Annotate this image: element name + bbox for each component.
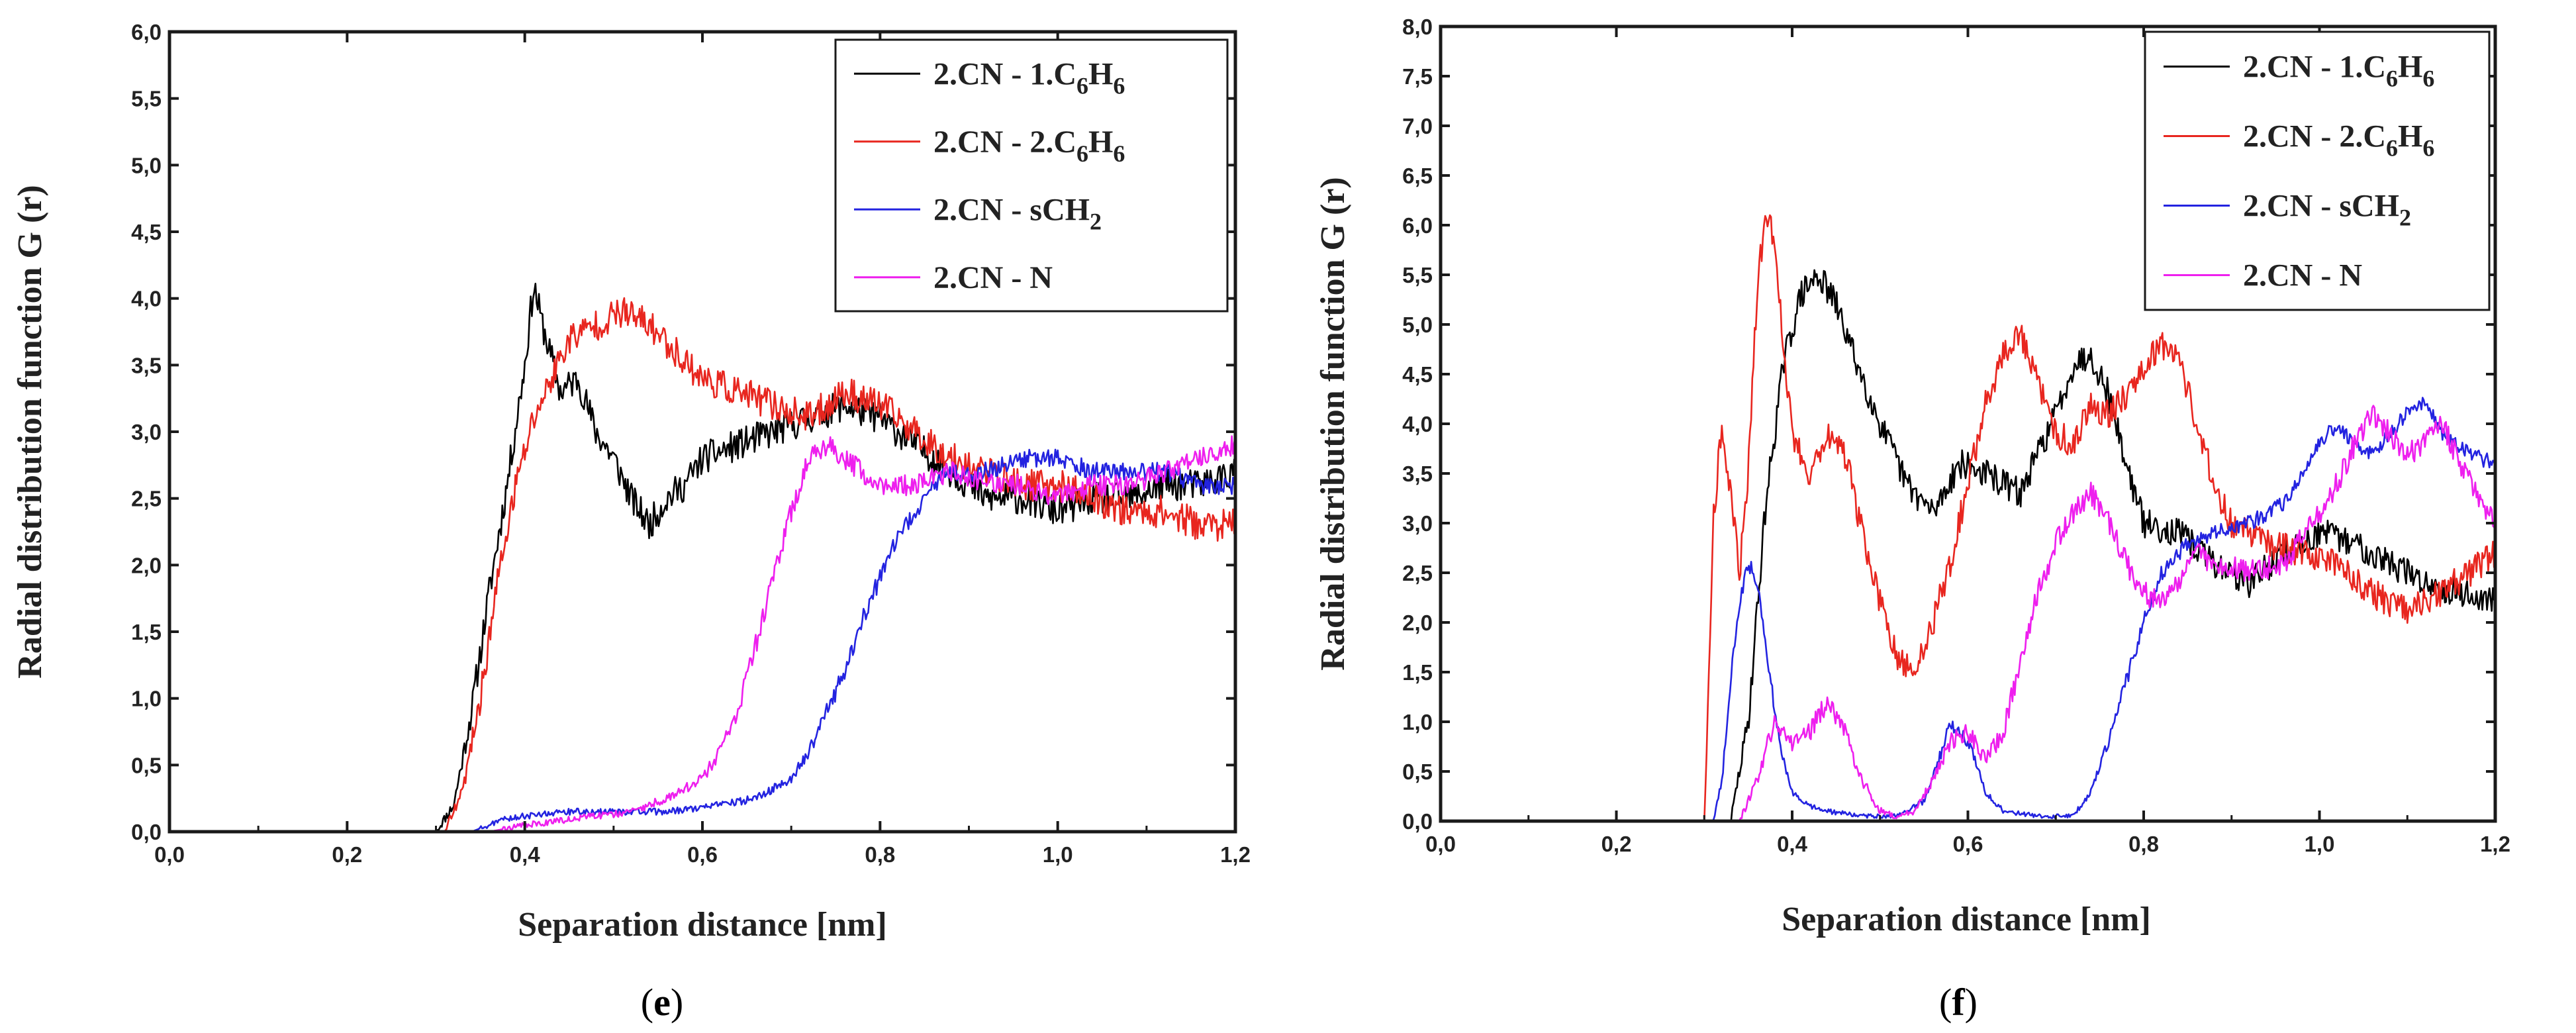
chart-panel-f: 0,0 0,2 0,4 0,6 0,8 1,0 1,2 0,0 0,5 1,0 1,5 2,0 2,5 3… (1314, 15, 2510, 1024)
legend-box (2144, 30, 2491, 311)
y-tick-label: 2,5 (131, 487, 162, 511)
y-tick-label: 6,0 (131, 20, 162, 44)
legend: 2.CN - 1.C6H6 2.CN - 2.C6H6 2.CN - sCH2 2.C… (834, 38, 1229, 313)
y-tick-label: 7,0 (1402, 114, 1433, 138)
legend-label: 2.CN - 1.C6H6 (2243, 50, 2434, 92)
legend-label: 2.CN - sCH2 (2243, 189, 2411, 231)
x-tick-label: 0,0 (154, 842, 185, 867)
y-tick-label: 3,5 (1402, 462, 1433, 486)
x-axis-title: Separation distance [nm] (518, 906, 887, 944)
y-tick-label: 6,5 (1402, 164, 1433, 188)
panel-caption-e: (e) (641, 981, 683, 1024)
y-tick-label: 8,0 (1402, 15, 1433, 39)
y-tick-label: 5,5 (1402, 263, 1433, 287)
x-tick-label: 1,0 (2305, 832, 2335, 856)
legend: 2.CN - 1.C6H6 2.CN - 2.C6H6 2.CN - sCH2 2.C… (2144, 30, 2491, 311)
series-line-2 (169, 297, 1235, 832)
legend-label: 2.CN - 1.C6H6 (933, 56, 1125, 99)
x-tick-label: 0,2 (1601, 832, 1632, 856)
y-tick-label: 1,0 (131, 687, 162, 711)
panel-label: e (653, 981, 671, 1024)
y-tick-label: 5,0 (1402, 313, 1433, 337)
series-line-4 (169, 435, 1235, 832)
y-tick-label: 4,5 (1402, 362, 1433, 387)
ticks-layer: 0,0 0,2 0,4 0,6 0,8 1,0 1,2 0,0 0,5 1,0 1,5 2,0 2,5 3… (131, 20, 1251, 867)
y-tick-label: 6,0 (1402, 213, 1433, 238)
legend-label: 2.CN - 2.C6H6 (933, 124, 1125, 167)
y-tick-label: 1,5 (131, 620, 162, 644)
y-tick-label: 0,0 (1402, 809, 1433, 834)
legend-box (834, 38, 1229, 313)
x-tick-label: 1,2 (2480, 832, 2510, 856)
ticks-layer: 0,0 0,2 0,4 0,6 0,8 1,0 1,2 0,0 0,5 1,0 1,5 2,0 2,5 3… (1402, 15, 2510, 856)
panel-caption-f: (f) (1939, 981, 1978, 1024)
x-tick-label: 0,8 (2128, 832, 2159, 856)
y-tick-label: 4,0 (131, 287, 162, 311)
y-tick-label: 3,0 (131, 420, 162, 444)
series-line-3 (1441, 397, 2495, 821)
y-tick-label: 3,0 (1402, 511, 1433, 536)
y-tick-label: 0,5 (1402, 760, 1433, 784)
legend-label: 2.CN - 2.C6H6 (2243, 119, 2434, 162)
y-tick-label: 1,5 (1402, 660, 1433, 685)
legend-label: 2.CN - N (933, 260, 1053, 295)
x-tick-label: 0,0 (1425, 832, 1456, 856)
series-line-3 (169, 448, 1235, 832)
y-axis-title: Radial distribution function G (r) (11, 185, 49, 678)
x-tick-label: 0,4 (1777, 832, 1808, 856)
chart-panel-e: 0,0 0,2 0,4 0,6 0,8 1,0 1,2 0,0 0,5 1,0 1,5 2,0 2,5 3… (11, 20, 1251, 1024)
x-tick-label: 0,4 (510, 842, 541, 867)
x-tick-label: 0,8 (865, 842, 895, 867)
legend-label: 2.CN - N (2243, 258, 2362, 293)
legend-label: 2.CN - sCH2 (933, 192, 1102, 234)
x-tick-label: 0,6 (1953, 832, 1983, 856)
series-line-4 (1441, 405, 2495, 821)
x-tick-label: 0,6 (687, 842, 718, 867)
series-line-2 (1441, 214, 2495, 821)
y-tick-label: 4,0 (1402, 412, 1433, 436)
series-line-1 (1441, 269, 2495, 821)
series-layer (169, 283, 1235, 832)
y-tick-label: 4,5 (131, 220, 162, 244)
x-tick-label: 0,2 (332, 842, 362, 867)
y-tick-label: 2,5 (1402, 561, 1433, 585)
y-tick-label: 3,5 (131, 353, 162, 377)
y-tick-label: 0,0 (131, 820, 162, 844)
x-tick-label: 1,0 (1043, 842, 1073, 867)
y-tick-label: 0,5 (131, 753, 162, 777)
y-tick-label: 1,0 (1402, 710, 1433, 734)
y-tick-label: 2,0 (1402, 611, 1433, 635)
series-layer (1441, 214, 2495, 821)
y-axis-title: Radial distribution function G (r) (1314, 177, 1352, 670)
y-tick-label: 7,5 (1402, 64, 1433, 89)
x-tick-label: 1,2 (1220, 842, 1251, 867)
x-axis-title: Separation distance [nm] (1782, 901, 2151, 938)
y-tick-label: 5,5 (131, 87, 162, 111)
panel-label: f (1952, 981, 1965, 1024)
series-line-1 (169, 283, 1235, 832)
y-tick-label: 2,0 (131, 553, 162, 577)
y-tick-label: 5,0 (131, 153, 162, 177)
